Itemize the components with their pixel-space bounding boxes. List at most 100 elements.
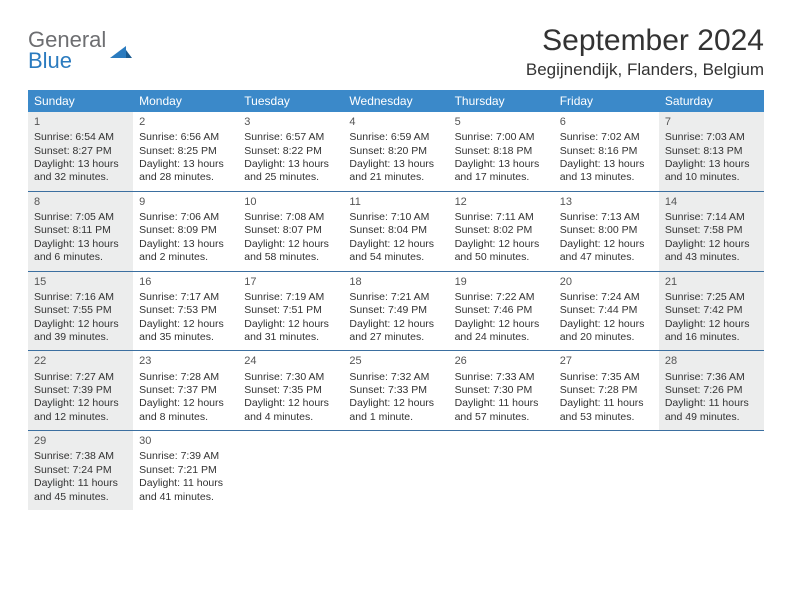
- day-number: 14: [665, 195, 758, 209]
- daylight2-text: and 41 minutes.: [139, 491, 232, 504]
- day-cell: 10Sunrise: 7:08 AMSunset: 8:07 PMDayligh…: [238, 192, 343, 271]
- day-number: 28: [665, 354, 758, 368]
- sunset-text: Sunset: 8:04 PM: [349, 224, 442, 237]
- daylight1-text: Daylight: 13 hours: [349, 158, 442, 171]
- day-cell: [554, 431, 659, 510]
- daylight1-text: Daylight: 12 hours: [244, 318, 337, 331]
- sunrise-text: Sunrise: 7:22 AM: [455, 291, 548, 304]
- logo-triangle-icon: [110, 44, 132, 60]
- daylight1-text: Daylight: 12 hours: [349, 238, 442, 251]
- sunset-text: Sunset: 8:16 PM: [560, 145, 653, 158]
- day-cell: 19Sunrise: 7:22 AMSunset: 7:46 PMDayligh…: [449, 272, 554, 351]
- sunrise-text: Sunrise: 7:39 AM: [139, 450, 232, 463]
- day-number: 11: [349, 195, 442, 209]
- daylight1-text: Daylight: 12 hours: [34, 397, 127, 410]
- daylight1-text: Daylight: 12 hours: [455, 238, 548, 251]
- sunset-text: Sunset: 8:27 PM: [34, 145, 127, 158]
- daylight1-text: Daylight: 13 hours: [455, 158, 548, 171]
- sunset-text: Sunset: 7:28 PM: [560, 384, 653, 397]
- day-number: 27: [560, 354, 653, 368]
- week-row: 1Sunrise: 6:54 AMSunset: 8:27 PMDaylight…: [28, 112, 764, 192]
- daylight1-text: Daylight: 12 hours: [560, 238, 653, 251]
- daylight1-text: Daylight: 13 hours: [560, 158, 653, 171]
- sunrise-text: Sunrise: 7:14 AM: [665, 211, 758, 224]
- logo-text-blue: Blue: [28, 51, 106, 72]
- sunset-text: Sunset: 8:18 PM: [455, 145, 548, 158]
- daylight2-text: and 24 minutes.: [455, 331, 548, 344]
- sunrise-text: Sunrise: 7:27 AM: [34, 371, 127, 384]
- daylight2-text: and 45 minutes.: [34, 491, 127, 504]
- sunset-text: Sunset: 7:44 PM: [560, 304, 653, 317]
- day-cell: 24Sunrise: 7:30 AMSunset: 7:35 PMDayligh…: [238, 351, 343, 430]
- daylight2-text: and 49 minutes.: [665, 411, 758, 424]
- location-text: Begijnendijk, Flanders, Belgium: [526, 60, 764, 80]
- daylight1-text: Daylight: 12 hours: [349, 318, 442, 331]
- daylight2-text: and 16 minutes.: [665, 331, 758, 344]
- daylight2-text: and 20 minutes.: [560, 331, 653, 344]
- day-number: 7: [665, 115, 758, 129]
- day-header: Tuesday: [238, 90, 343, 112]
- day-cell: [238, 431, 343, 510]
- daylight2-text: and 6 minutes.: [34, 251, 127, 264]
- day-number: 13: [560, 195, 653, 209]
- sunrise-text: Sunrise: 7:21 AM: [349, 291, 442, 304]
- day-number: 24: [244, 354, 337, 368]
- header-row: General Blue September 2024 Begijnendijk…: [28, 24, 764, 80]
- daylight2-text: and 32 minutes.: [34, 171, 127, 184]
- day-cell: 27Sunrise: 7:35 AMSunset: 7:28 PMDayligh…: [554, 351, 659, 430]
- day-cell: [343, 431, 448, 510]
- day-cell: 12Sunrise: 7:11 AMSunset: 8:02 PMDayligh…: [449, 192, 554, 271]
- sunset-text: Sunset: 8:07 PM: [244, 224, 337, 237]
- month-title: September 2024: [526, 24, 764, 58]
- sunrise-text: Sunrise: 7:36 AM: [665, 371, 758, 384]
- sunrise-text: Sunrise: 7:02 AM: [560, 131, 653, 144]
- daylight1-text: Daylight: 13 hours: [34, 238, 127, 251]
- sunset-text: Sunset: 7:35 PM: [244, 384, 337, 397]
- sunset-text: Sunset: 7:55 PM: [34, 304, 127, 317]
- day-cell: 7Sunrise: 7:03 AMSunset: 8:13 PMDaylight…: [659, 112, 764, 191]
- week-row: 8Sunrise: 7:05 AMSunset: 8:11 PMDaylight…: [28, 192, 764, 272]
- logo: General Blue: [28, 24, 132, 72]
- sunrise-text: Sunrise: 7:28 AM: [139, 371, 232, 384]
- day-number: 21: [665, 275, 758, 289]
- sunset-text: Sunset: 8:00 PM: [560, 224, 653, 237]
- sunrise-text: Sunrise: 6:57 AM: [244, 131, 337, 144]
- day-number: 5: [455, 115, 548, 129]
- day-header: Friday: [554, 90, 659, 112]
- sunset-text: Sunset: 8:22 PM: [244, 145, 337, 158]
- daylight2-text: and 53 minutes.: [560, 411, 653, 424]
- day-header: Wednesday: [343, 90, 448, 112]
- day-number: 19: [455, 275, 548, 289]
- daylight2-text: and 8 minutes.: [139, 411, 232, 424]
- sunset-text: Sunset: 7:30 PM: [455, 384, 548, 397]
- daylight2-text: and 13 minutes.: [560, 171, 653, 184]
- day-cell: 14Sunrise: 7:14 AMSunset: 7:58 PMDayligh…: [659, 192, 764, 271]
- day-header: Saturday: [659, 90, 764, 112]
- daylight1-text: Daylight: 12 hours: [244, 397, 337, 410]
- daylight2-text: and 1 minute.: [349, 411, 442, 424]
- sunset-text: Sunset: 7:46 PM: [455, 304, 548, 317]
- day-cell: 21Sunrise: 7:25 AMSunset: 7:42 PMDayligh…: [659, 272, 764, 351]
- sunset-text: Sunset: 7:49 PM: [349, 304, 442, 317]
- day-number: 15: [34, 275, 127, 289]
- week-row: 22Sunrise: 7:27 AMSunset: 7:39 PMDayligh…: [28, 351, 764, 431]
- week-row: 15Sunrise: 7:16 AMSunset: 7:55 PMDayligh…: [28, 272, 764, 352]
- calendar: Sunday Monday Tuesday Wednesday Thursday…: [28, 90, 764, 510]
- sunrise-text: Sunrise: 7:19 AM: [244, 291, 337, 304]
- daylight2-text: and 2 minutes.: [139, 251, 232, 264]
- day-header: Thursday: [449, 90, 554, 112]
- sunset-text: Sunset: 8:11 PM: [34, 224, 127, 237]
- sunrise-text: Sunrise: 7:32 AM: [349, 371, 442, 384]
- day-cell: 20Sunrise: 7:24 AMSunset: 7:44 PMDayligh…: [554, 272, 659, 351]
- sunset-text: Sunset: 7:37 PM: [139, 384, 232, 397]
- sunrise-text: Sunrise: 7:10 AM: [349, 211, 442, 224]
- day-cell: 6Sunrise: 7:02 AMSunset: 8:16 PMDaylight…: [554, 112, 659, 191]
- sunset-text: Sunset: 8:13 PM: [665, 145, 758, 158]
- day-cell: 1Sunrise: 6:54 AMSunset: 8:27 PMDaylight…: [28, 112, 133, 191]
- sunset-text: Sunset: 7:42 PM: [665, 304, 758, 317]
- daylight1-text: Daylight: 12 hours: [139, 318, 232, 331]
- day-cell: 9Sunrise: 7:06 AMSunset: 8:09 PMDaylight…: [133, 192, 238, 271]
- daylight1-text: Daylight: 11 hours: [455, 397, 548, 410]
- sunset-text: Sunset: 7:24 PM: [34, 464, 127, 477]
- day-cell: 3Sunrise: 6:57 AMSunset: 8:22 PMDaylight…: [238, 112, 343, 191]
